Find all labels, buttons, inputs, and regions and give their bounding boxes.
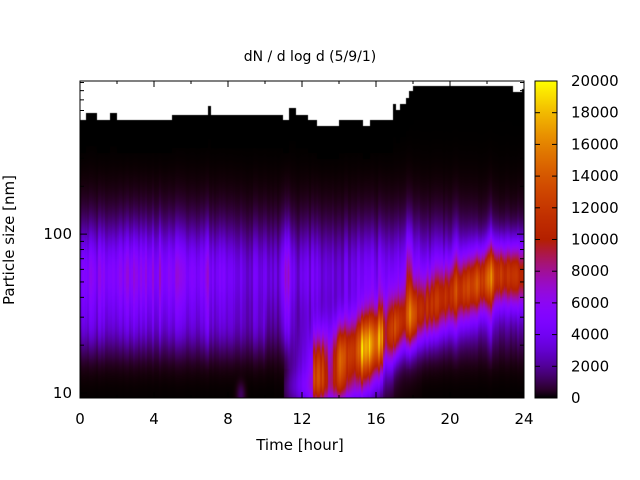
- x-tick-label: 4: [149, 410, 159, 428]
- x-tick-label: 16: [366, 410, 385, 428]
- x-tick-label: 20: [440, 410, 459, 428]
- colorbar: 0 2000 4000 6000 8000 10000 12000 14000 16000 180…: [534, 72, 619, 407]
- chart-title: dN / d log d (5/9/1): [244, 49, 377, 65]
- colorbar-tick-label: 2000: [571, 357, 609, 375]
- x-axis-label: Time [hour]: [255, 436, 344, 454]
- heatmap-area: [80, 81, 524, 398]
- colorbar-tick-label: 10000: [571, 231, 619, 249]
- colorbar-tick-label: 6000: [571, 294, 609, 312]
- x-tick-label: 8: [223, 410, 233, 428]
- colorbar-tick-label: 20000: [571, 72, 619, 90]
- y-tick-label: 10: [53, 384, 72, 402]
- heatmap-image: [80, 81, 524, 398]
- x-tick-label: 24: [514, 410, 533, 428]
- colorbar-tick-label: 12000: [571, 199, 619, 217]
- x-tick-label: 12: [292, 410, 311, 428]
- colorbar-tick-label: 0: [571, 389, 581, 407]
- colorbar-tick-label: 18000: [571, 104, 619, 122]
- x-tick-label: 0: [75, 410, 85, 428]
- y-tick-label: 100: [43, 225, 72, 243]
- y-axis-label: Particle size [nm]: [0, 175, 18, 305]
- colorbar-tick-label: 14000: [571, 167, 619, 185]
- colorbar-tick-label: 4000: [571, 326, 609, 344]
- colorbar-tick-label: 16000: [571, 135, 619, 153]
- colorbar-tick-label: 8000: [571, 262, 609, 280]
- x-axis: 0 4 8 12 16 20 24: [75, 81, 534, 428]
- y-axis: 10 100: [43, 82, 524, 402]
